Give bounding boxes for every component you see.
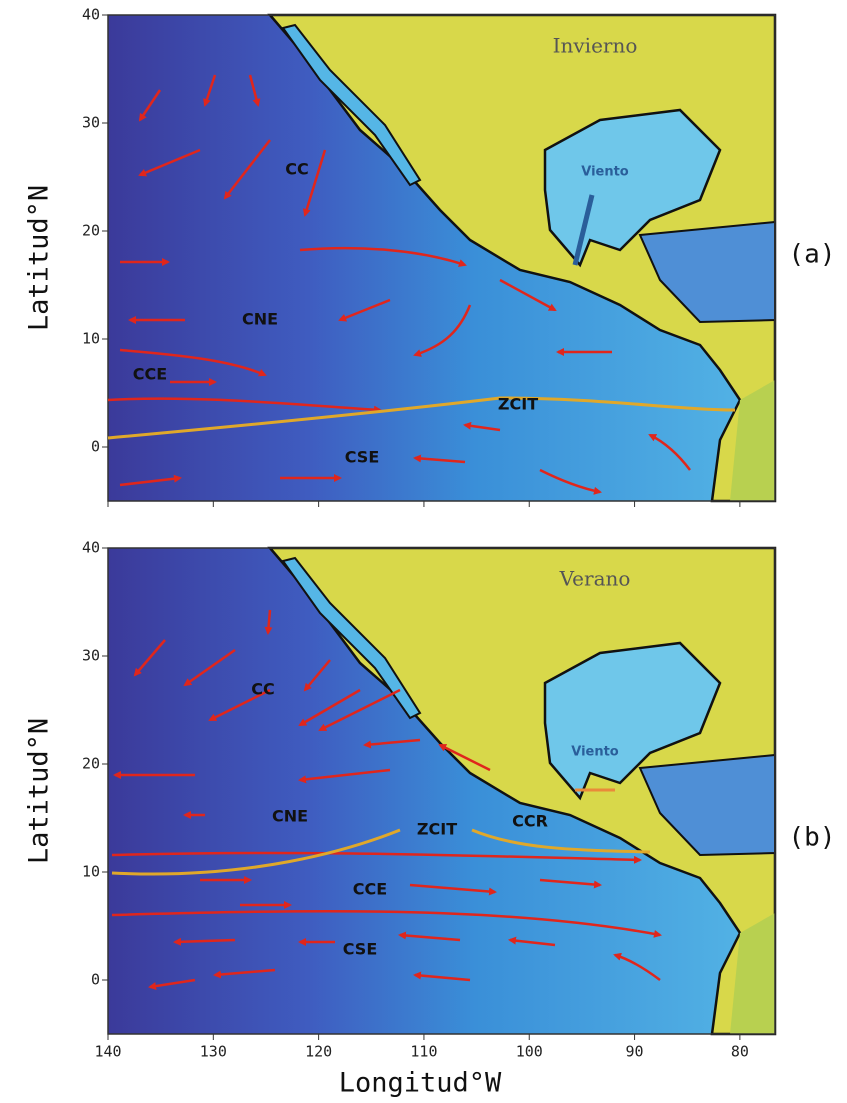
y-tick-label: 20 [82,755,100,773]
panel-tag: (b) [789,823,836,853]
current-label: CCE [133,365,167,384]
x-tick-label: 120 [305,1043,332,1061]
y-tick-label: 10 [82,330,100,348]
y-tick-label: 40 [82,6,100,24]
current-label: CCR [512,812,548,831]
current-label: CC [251,680,274,699]
x-axis-title: Longitud°W [339,1068,502,1099]
x-tick-label: 100 [516,1043,543,1061]
y-axis-title: Latitud°N [24,185,55,331]
current-label: CNE [272,807,308,826]
current-label: ZCIT [498,395,538,414]
y-tick-label: 0 [91,971,100,989]
season-label: Verano [559,567,631,591]
x-tick-label: 110 [410,1043,437,1061]
current-label: CCE [353,880,387,899]
y-tick-label: 10 [82,863,100,881]
season-label: Invierno [553,34,638,58]
x-tick-label: 90 [626,1043,644,1061]
panel-tag: (a) [789,240,836,270]
figure: Longitud°W 0 10 20 30 40 Latitud°N Invierno (a)… [0,0,847,1103]
current-label: ZCIT [417,820,457,839]
y-tick-label: 0 [91,438,100,456]
wind-label: Viento [581,165,629,180]
x-tick-label: 130 [200,1043,227,1061]
y-axis-title: Latitud°N [24,718,55,864]
map-b [108,548,775,1034]
y-tick-label: 20 [82,222,100,240]
x-tick-label: 80 [731,1043,749,1061]
current-label: CSE [345,448,380,467]
y-tick-label: 40 [82,539,100,557]
wind-label: Viento [571,745,619,760]
current-label: CC [285,160,308,179]
current-label: CNE [242,310,278,329]
x-tick-label: 140 [94,1043,121,1061]
y-tick-label: 30 [82,114,100,132]
current-label: CSE [343,940,378,959]
y-tick-label: 30 [82,647,100,665]
